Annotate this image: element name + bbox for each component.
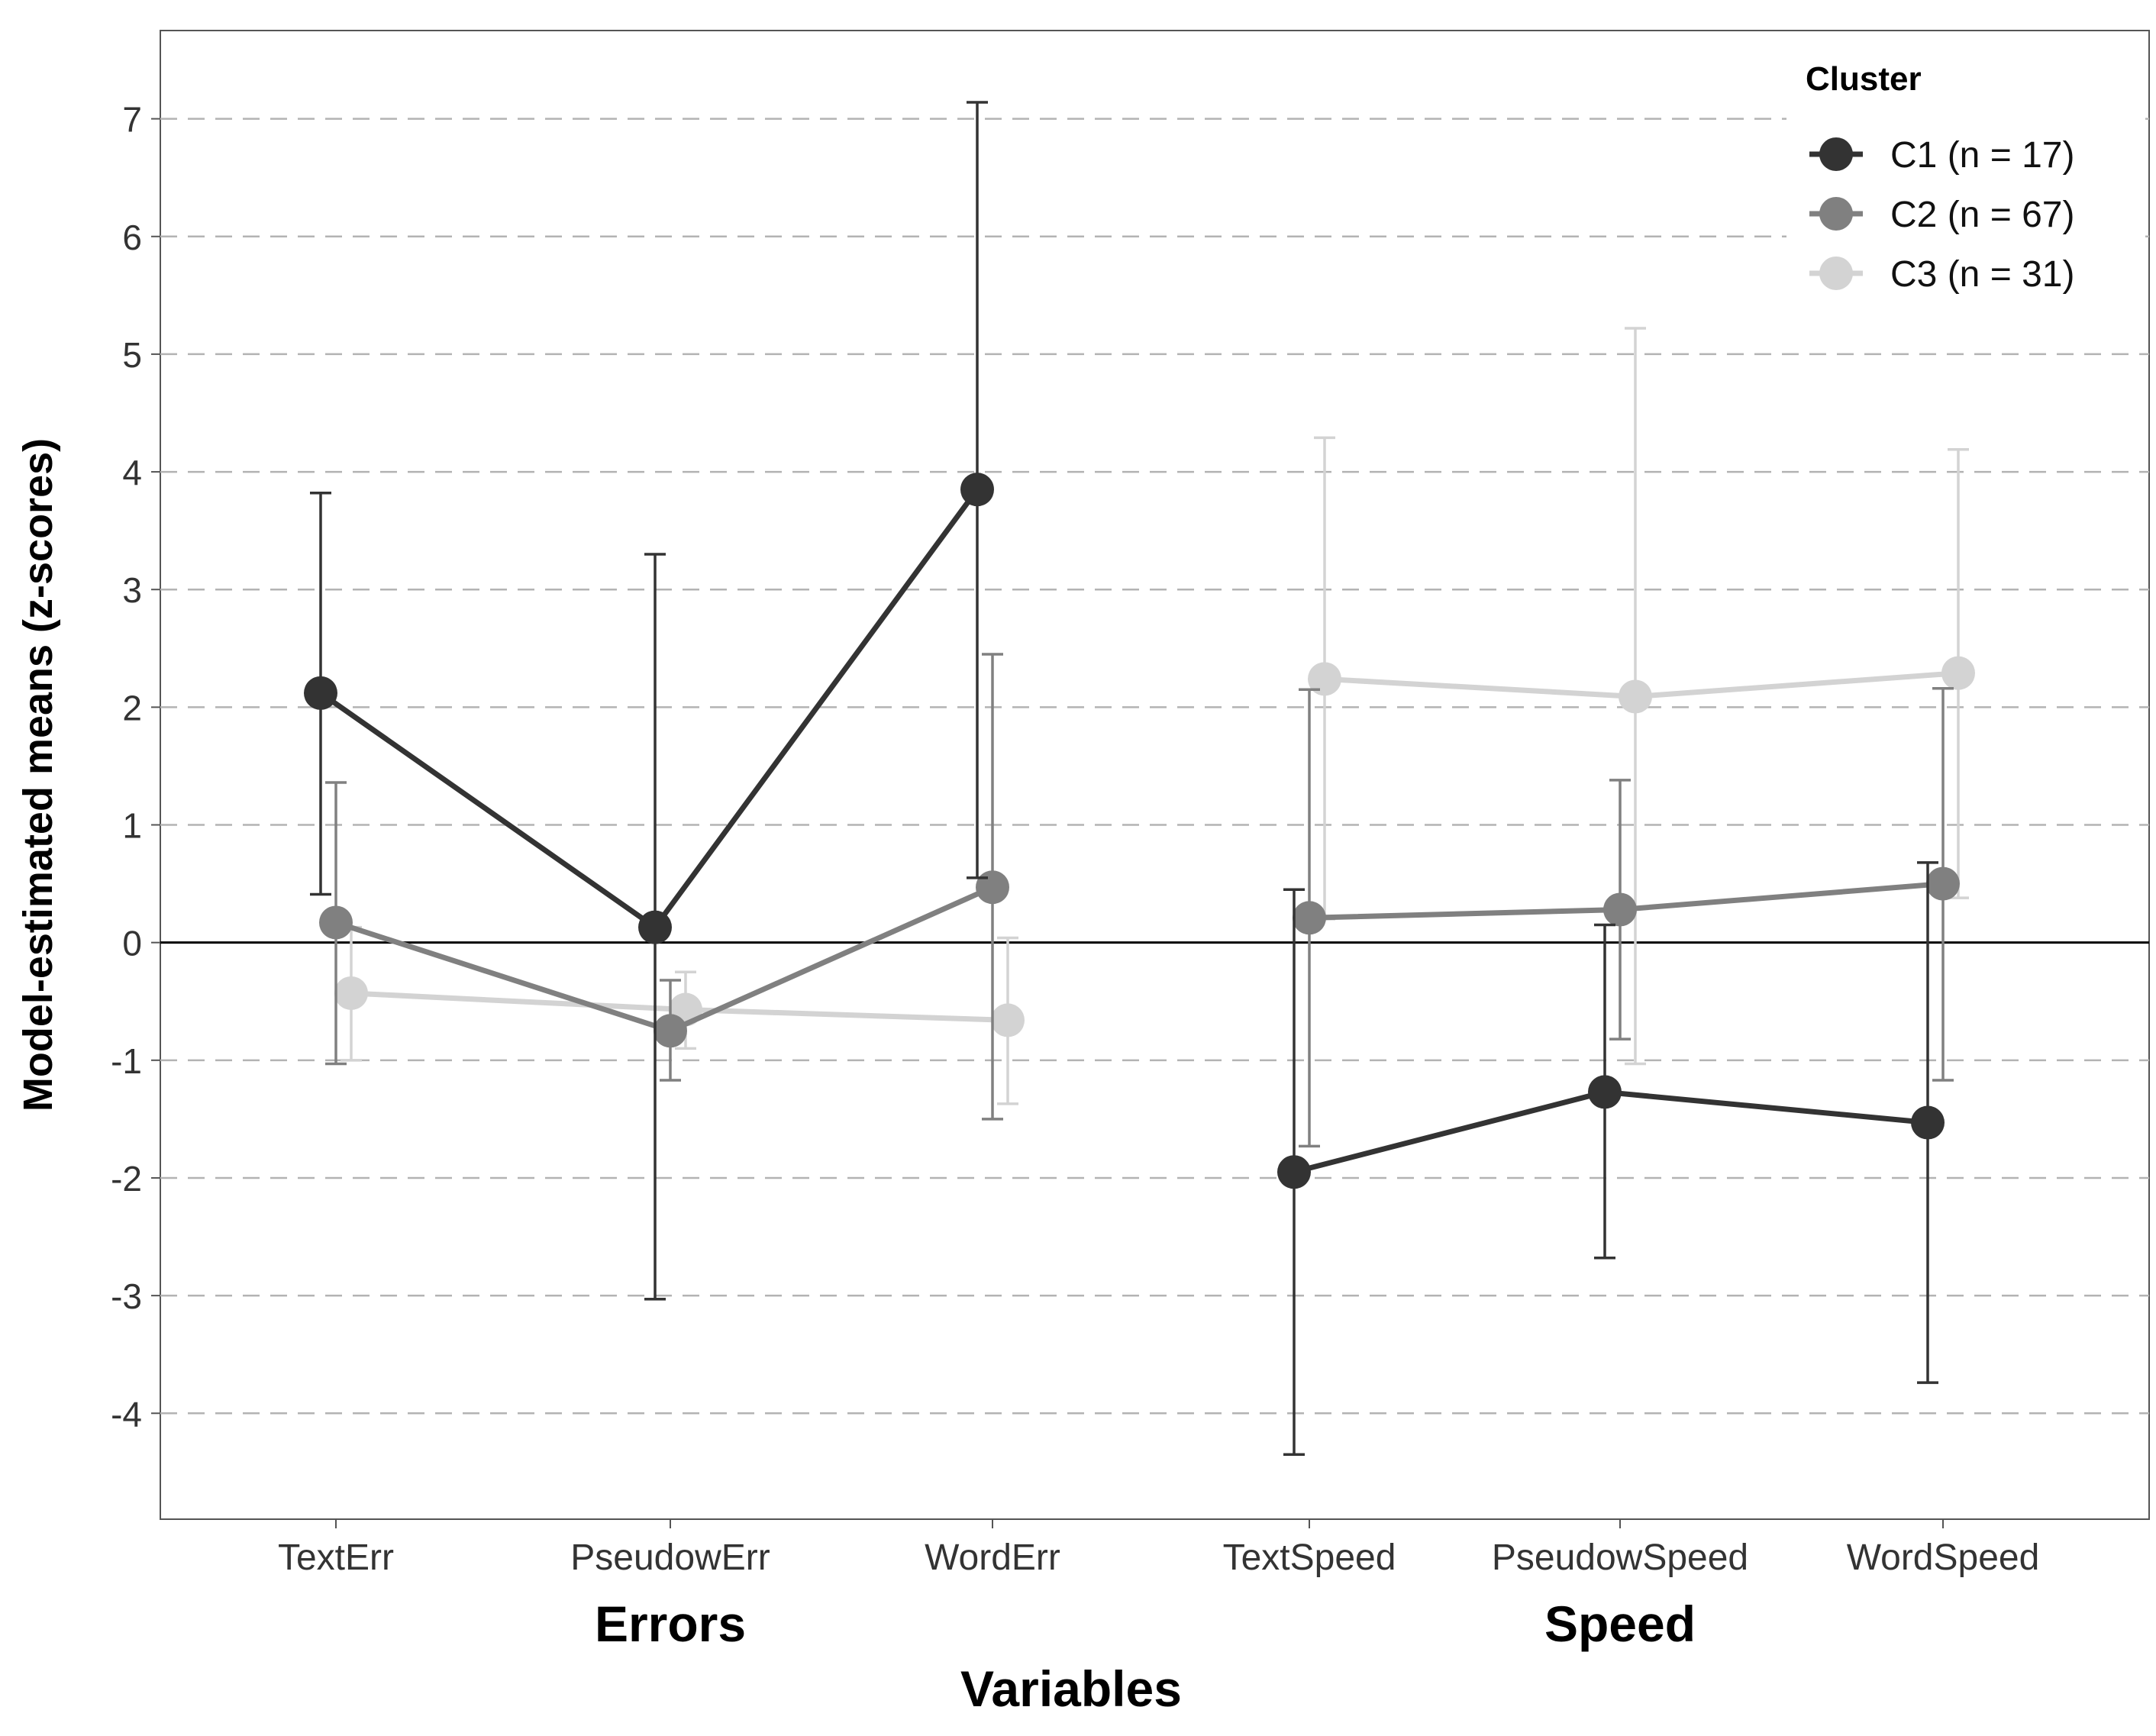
- data-point: [1941, 656, 1975, 690]
- data-point: [1926, 866, 1960, 901]
- data-point: [334, 976, 368, 1010]
- legend-items: C1 (n = 17) C2 (n = 67) C3 (n = 31): [1809, 135, 2074, 295]
- legend-marker: [1819, 197, 1853, 231]
- legend-marker: [1819, 257, 1853, 290]
- series-3: [334, 327, 1975, 1105]
- data-point: [1293, 901, 1326, 935]
- data-point: [1308, 662, 1341, 696]
- y-tick-label: -2: [111, 1159, 142, 1199]
- x-tick-label: PseudowSpeed: [1492, 1538, 1748, 1578]
- y-tick-label: -3: [111, 1276, 142, 1316]
- group-label-speed: Speed: [1544, 1596, 1696, 1652]
- y-tick-label: 2: [122, 688, 142, 728]
- data-point: [960, 473, 994, 507]
- y-tick-label: 7: [122, 100, 142, 140]
- y-tick-label: 1: [122, 806, 142, 846]
- x-tick-label: TextErr: [278, 1538, 394, 1578]
- axis-layer: -4 -3 -2 -1 0 1 2 3 4 5 6 7 TextErr PseudowErr WordErr…: [111, 100, 2039, 1578]
- group-label-errors: Errors: [595, 1596, 746, 1652]
- y-tick-label: 5: [122, 335, 142, 375]
- data-point: [638, 910, 672, 944]
- data-point: [1603, 892, 1637, 927]
- y-tick-label: 3: [122, 570, 142, 610]
- legend-label: C2 (n = 67): [1890, 195, 2074, 235]
- series-1: [304, 101, 1945, 1456]
- data-point: [1588, 1075, 1622, 1109]
- y-tick-label: 4: [122, 453, 142, 492]
- data-point: [319, 905, 353, 940]
- x-tick-label: WordErr: [925, 1538, 1060, 1578]
- grid-layer: [160, 118, 2149, 1415]
- y-tick-label: -1: [111, 1041, 142, 1081]
- data-point: [654, 1014, 687, 1048]
- y-tick-label: 0: [122, 924, 142, 963]
- legend-marker: [1819, 137, 1853, 171]
- x-axis-title: Variables: [960, 1660, 1182, 1717]
- data-point: [991, 1003, 1025, 1037]
- legend: Cluster C1 (n = 17) C2 (n = 67) C3 (n = 31…: [1786, 37, 2145, 321]
- x-tick-label: TextSpeed: [1223, 1538, 1396, 1578]
- data-point: [976, 870, 1009, 905]
- legend-title: Cluster: [1806, 60, 1922, 98]
- data-point: [1619, 679, 1652, 714]
- x-tick-label: PseudowErr: [570, 1538, 770, 1578]
- y-axis-title: Model-estimated means (z-scores): [15, 438, 61, 1112]
- data-point: [1277, 1155, 1311, 1189]
- data-point: [304, 676, 337, 710]
- y-tick-label: -4: [111, 1394, 142, 1434]
- series-layer: [304, 101, 1975, 1456]
- legend-label: C3 (n = 31): [1890, 254, 2074, 295]
- data-point: [1911, 1105, 1945, 1140]
- legend-label: C1 (n = 17): [1890, 135, 2074, 176]
- y-tick-label: 6: [122, 218, 142, 257]
- x-tick-label: WordSpeed: [1847, 1538, 2040, 1578]
